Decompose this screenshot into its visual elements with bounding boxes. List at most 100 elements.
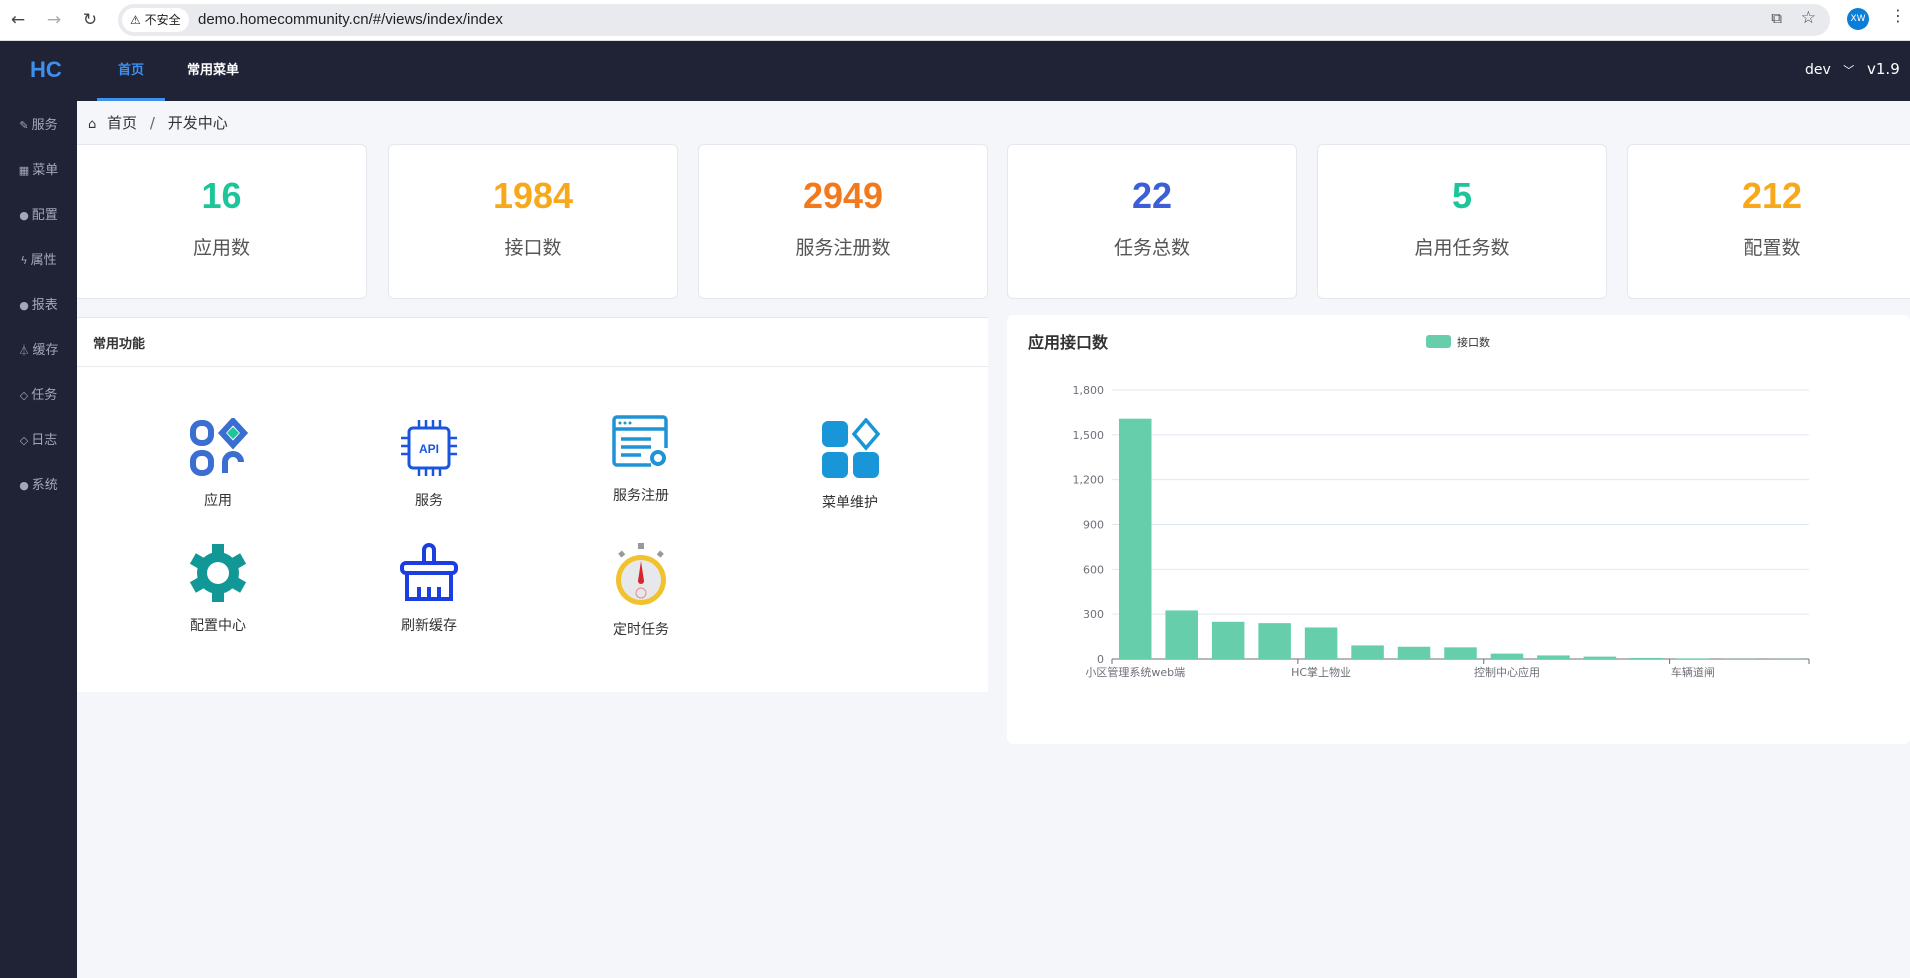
sidebar-item-label: 配置 (31, 208, 58, 223)
stat-card[interactable]: 1984 接口数 (388, 144, 678, 299)
bar[interactable] (1304, 627, 1338, 659)
user-dropdown[interactable]: dev ﹀ (1805, 62, 1854, 78)
globe-icon: ● (19, 209, 29, 222)
reload-icon[interactable]: ↻ (82, 10, 98, 30)
translate-icon[interactable]: ⧉ (1771, 9, 1782, 27)
diamond-icon: ◇ (19, 434, 29, 447)
function-config-center[interactable]: 配置中心 (118, 543, 318, 635)
legend-label[interactable]: 接口数 (1457, 336, 1490, 349)
star-icon[interactable]: ☆ (1800, 8, 1816, 28)
y-tick-label: 900 (1083, 519, 1104, 532)
back-icon[interactable]: ← (10, 10, 26, 30)
y-tick-label: 600 (1083, 563, 1104, 576)
stat-card[interactable]: 22 任务总数 (1007, 144, 1297, 299)
stat-label: 任务总数 (1113, 237, 1190, 259)
chevron-down-icon: ﹀ (1843, 64, 1855, 77)
panel-title: 常用功能 (93, 337, 146, 352)
stat-label: 服务注册数 (795, 237, 891, 259)
bar[interactable] (1537, 655, 1570, 659)
function-service-register[interactable]: 服务注册 (541, 413, 741, 505)
sidebar-item-label: 属性 (30, 253, 57, 268)
bar[interactable] (1258, 623, 1291, 659)
stat-value: 5 (1451, 175, 1473, 216)
bar[interactable] (1165, 610, 1198, 659)
bar[interactable] (1630, 657, 1663, 659)
stopwatch-icon (616, 543, 666, 605)
sidebar-item[interactable]: ▦ 菜单 (0, 148, 77, 193)
function-label: 刷新缓存 (401, 618, 457, 634)
divider (77, 366, 988, 367)
y-tick-label: 1,800 (1073, 384, 1105, 397)
forward-icon[interactable]: → (46, 10, 62, 30)
function-label: 应用 (204, 493, 232, 509)
x-tick-label: 小区管理系统web端 (1085, 665, 1185, 679)
chart-title: 应用接口数 (1028, 333, 1109, 352)
sidebar-item-label: 缓存 (32, 343, 59, 358)
window-gear-icon (612, 415, 668, 467)
sidebar-item[interactable]: ✎ 服务 (0, 103, 77, 148)
y-tick-label: 0 (1097, 653, 1104, 666)
apps-icon (190, 418, 248, 476)
stat-value: 212 (1741, 175, 1803, 216)
sidebar-item[interactable]: ◇ 任务 (0, 373, 77, 418)
stat-value: 1984 (492, 175, 574, 216)
x-tick-label: 车辆道闸 (1671, 665, 1715, 679)
flask-icon: ⏃ (18, 344, 30, 357)
edit-icon: ✎ (19, 119, 29, 132)
bar[interactable] (1351, 645, 1384, 659)
menu-blocks-icon (822, 418, 880, 478)
sidebar-item[interactable]: ● 报表 (0, 283, 77, 328)
y-tick-label: 1,200 (1073, 474, 1105, 487)
function-label: 菜单维护 (822, 495, 878, 511)
function-app[interactable]: 应用 (118, 418, 318, 510)
x-tick-label: 控制中心应用 (1474, 665, 1540, 679)
function-refresh-cache[interactable]: 刷新缓存 (329, 543, 529, 635)
avatar[interactable]: XW (1847, 8, 1869, 30)
bar[interactable] (1490, 653, 1524, 659)
function-service[interactable]: API 服务 (329, 418, 529, 510)
bar[interactable] (1118, 418, 1152, 659)
sidebar-item[interactable]: ⏃ 缓存 (0, 328, 77, 373)
stat-card[interactable]: 5 启用任务数 (1317, 144, 1607, 299)
function-menu-maintain[interactable]: 菜单维护 (750, 418, 950, 512)
common-functions-panel: 常用功能 应用 API 服务 服务注册 菜单维护 配置中心 刷新缓存 定时任务 (77, 317, 988, 692)
stat-card[interactable]: 2949 服务注册数 (698, 144, 988, 299)
stat-label: 接口数 (504, 237, 562, 259)
url-text[interactable]: demo.homecommunity.cn/#/views/index/inde… (198, 11, 503, 28)
globe-icon: ● (19, 299, 29, 312)
chart-panel: 应用接口数 接口数 0 300 600 900 1,200 1,500 1,800 小区管理系统w… (1007, 315, 1910, 744)
api-count-chart: 应用接口数 接口数 0 300 600 900 1,200 1,500 1,800 小区管理系统w… (1028, 333, 1810, 679)
address-bar[interactable]: ⚠ 不安全 demo.homecommunity.cn/#/views/inde… (118, 4, 1830, 36)
tab-home[interactable]: 首页 (97, 41, 165, 101)
sidebar-item[interactable]: ● 配置 (0, 193, 77, 238)
bar[interactable] (1444, 647, 1477, 659)
sidebar-item[interactable]: ● 系统 (0, 463, 77, 508)
logo: HC (30, 57, 62, 82)
stat-value: 2949 (802, 175, 884, 216)
tab-common-menu[interactable]: 常用菜单 (186, 63, 239, 78)
security-text: 不安全 (144, 13, 181, 27)
stat-card[interactable]: 212 配置数 (1627, 144, 1910, 299)
globe-icon: ● (19, 479, 29, 492)
sidebar-item-label: 菜单 (32, 163, 59, 178)
bar[interactable] (1211, 621, 1245, 659)
sidebar-item-label: 系统 (31, 478, 58, 493)
home-icon: ⌂ (88, 117, 97, 132)
sidebar-item-label: 服务 (31, 118, 58, 133)
sidebar-item[interactable]: ϟ 属性 (0, 238, 77, 283)
bar[interactable] (1676, 658, 1710, 659)
breadcrumb-home[interactable]: 首页 (107, 114, 138, 132)
y-tick-label: 1,500 (1073, 429, 1105, 442)
stat-label: 应用数 (192, 237, 250, 259)
bar[interactable] (1397, 646, 1431, 659)
user-name: dev (1805, 62, 1831, 78)
legend-swatch[interactable] (1426, 335, 1451, 348)
breadcrumb: ⌂ 首页 / 开发中心 (88, 112, 228, 133)
function-scheduled-task[interactable]: 定时任务 (541, 543, 741, 639)
top-nav: HC 首页 常用菜单 dev ﹀ v1.9 (0, 41, 1910, 101)
browser-toolbar: ← → ↻ ⚠ 不安全 demo.homecommunity.cn/#/view… (0, 0, 1910, 41)
more-icon[interactable]: ⋮ (1890, 6, 1906, 25)
bar[interactable] (1583, 656, 1617, 659)
security-badge[interactable]: ⚠ 不安全 (122, 8, 189, 32)
sidebar-item[interactable]: ◇ 日志 (0, 418, 77, 463)
